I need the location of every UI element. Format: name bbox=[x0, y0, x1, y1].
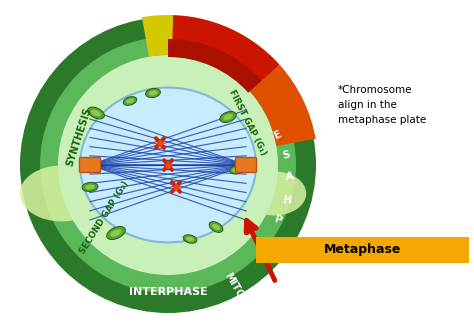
Ellipse shape bbox=[229, 166, 243, 174]
Text: SECOND GAP (G₂): SECOND GAP (G₂) bbox=[78, 179, 130, 255]
Ellipse shape bbox=[232, 168, 240, 172]
Ellipse shape bbox=[123, 97, 137, 105]
Ellipse shape bbox=[110, 229, 122, 237]
Ellipse shape bbox=[242, 171, 306, 215]
FancyBboxPatch shape bbox=[256, 237, 469, 263]
Ellipse shape bbox=[107, 226, 125, 239]
Ellipse shape bbox=[85, 184, 95, 189]
Ellipse shape bbox=[80, 88, 256, 242]
Text: E: E bbox=[273, 129, 283, 141]
Ellipse shape bbox=[82, 182, 98, 191]
Ellipse shape bbox=[148, 91, 157, 96]
FancyBboxPatch shape bbox=[236, 158, 256, 172]
Ellipse shape bbox=[20, 166, 104, 221]
Ellipse shape bbox=[212, 224, 220, 230]
Wedge shape bbox=[168, 39, 262, 93]
Ellipse shape bbox=[58, 55, 278, 275]
Ellipse shape bbox=[223, 114, 233, 120]
Text: SYNTHESIS: SYNTHESIS bbox=[64, 106, 92, 168]
Text: H: H bbox=[283, 194, 293, 205]
Ellipse shape bbox=[146, 88, 160, 98]
Text: S: S bbox=[281, 149, 291, 161]
Ellipse shape bbox=[91, 110, 101, 116]
Text: MITOTIC: MITOTIC bbox=[222, 271, 254, 315]
Wedge shape bbox=[168, 15, 280, 91]
Text: *Chromosome
align in the
metaphase plate: *Chromosome align in the metaphase plate bbox=[338, 85, 426, 125]
FancyBboxPatch shape bbox=[80, 158, 100, 172]
Ellipse shape bbox=[20, 17, 316, 313]
Wedge shape bbox=[142, 15, 173, 57]
Ellipse shape bbox=[209, 221, 223, 232]
Ellipse shape bbox=[183, 235, 197, 243]
Wedge shape bbox=[250, 65, 316, 146]
Ellipse shape bbox=[88, 107, 104, 119]
Ellipse shape bbox=[186, 237, 194, 241]
Ellipse shape bbox=[126, 99, 134, 104]
Ellipse shape bbox=[220, 112, 236, 123]
Text: FIRST GAP (G₁): FIRST GAP (G₁) bbox=[227, 89, 268, 157]
Text: INTERPHASE: INTERPHASE bbox=[128, 287, 207, 297]
Text: Metaphase: Metaphase bbox=[324, 243, 401, 256]
Ellipse shape bbox=[40, 37, 296, 293]
Text: A: A bbox=[285, 172, 294, 182]
Text: P: P bbox=[273, 214, 283, 226]
